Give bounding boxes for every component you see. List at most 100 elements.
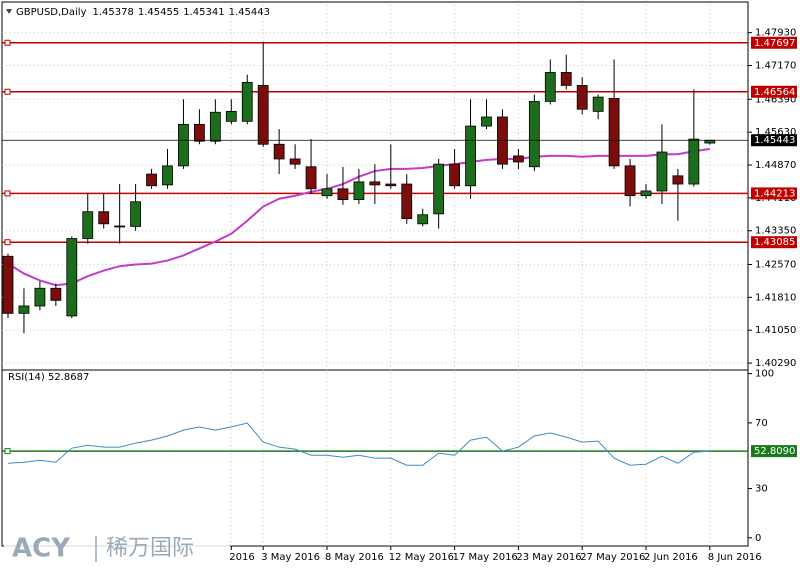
y-tick-label: 1.43350 — [755, 226, 796, 237]
candle-body — [624, 165, 636, 197]
candle-body — [640, 190, 652, 197]
candle-body — [688, 138, 700, 185]
rsi-tick-label: 100 — [755, 369, 774, 380]
rsi-level-marker — [4, 448, 11, 455]
candle-body — [592, 96, 604, 112]
candle-body — [353, 181, 365, 201]
rsi-level-bg — [751, 445, 797, 458]
candle-body — [401, 183, 413, 220]
candle-body — [305, 166, 317, 190]
rsi-tick-label: 30 — [755, 484, 768, 495]
candle-body — [417, 214, 429, 225]
symbol: GBPUSD,Daily — [16, 7, 87, 18]
candle-body — [385, 183, 397, 187]
plot-layer: 1.479301.471701.463901.456301.448701.441… — [2, 5, 797, 563]
current-price-label: 1.45443 — [754, 135, 795, 146]
candle-body — [2, 255, 14, 314]
watermark-bg — [4, 528, 230, 570]
candle-body — [608, 98, 620, 167]
y-tick-label: 1.46390 — [755, 94, 796, 105]
candle-body — [178, 123, 189, 167]
rsi-tick-label: 70 — [755, 418, 768, 429]
level-marker — [4, 239, 11, 246]
candle-body — [34, 287, 46, 307]
candle-body — [162, 165, 173, 186]
candle-body — [656, 151, 668, 192]
close-value: 1.45443 — [229, 7, 270, 18]
candle-body — [481, 116, 492, 127]
candle-body — [289, 158, 301, 165]
candle-body — [513, 155, 524, 163]
candle-body — [209, 111, 221, 142]
level-label-bg — [751, 236, 797, 249]
x-tick-label: 2016 — [229, 552, 254, 563]
watermark-brand: ACY — [12, 534, 71, 564]
rsi-tick-label: 0 — [755, 533, 761, 544]
x-tick-label: 12 May 2016 — [389, 552, 454, 563]
candle-body — [672, 175, 684, 185]
candle-body — [146, 173, 157, 187]
candle-body — [321, 188, 333, 197]
candle-body — [257, 85, 269, 145]
candle-body — [369, 181, 381, 186]
level-label-bg — [751, 187, 797, 200]
header-icon — [6, 9, 12, 14]
x-tick-label: 17 May 2016 — [453, 552, 518, 563]
level-label: 1.43085 — [754, 237, 795, 248]
candle-body — [193, 123, 205, 142]
current-price-bg — [751, 134, 797, 147]
rsi-line — [7, 422, 710, 466]
high-value: 1.45455 — [138, 7, 179, 18]
x-tick-label: 3 May 2016 — [261, 552, 320, 563]
level-marker — [4, 39, 11, 46]
candle-body — [337, 188, 349, 201]
y-tick-label: 1.44870 — [755, 160, 796, 171]
y-tick-label: 1.42570 — [755, 259, 796, 270]
plot-frame — [1, 1, 749, 547]
candle-body — [560, 72, 572, 86]
candle-body — [50, 287, 62, 301]
candle-body — [130, 201, 142, 227]
candle-body — [449, 163, 461, 187]
level-label: 1.44213 — [754, 188, 795, 199]
candle-body — [704, 139, 716, 144]
candle-body — [465, 125, 476, 187]
candle-body — [528, 101, 540, 168]
level-marker — [4, 88, 11, 95]
level-label-bg — [751, 85, 797, 98]
candle-body — [273, 143, 285, 160]
candle-body — [225, 110, 237, 122]
x-tick-label: 8 Jun 2016 — [708, 552, 762, 563]
candle-body — [241, 82, 253, 122]
level-label: 1.46564 — [754, 87, 795, 98]
y-tick-label: 1.47930 — [755, 28, 796, 39]
low-value: 1.45341 — [183, 7, 224, 18]
level-marker — [4, 190, 11, 197]
x-tick-label: 27 May 2016 — [580, 552, 645, 563]
candle-body — [576, 85, 588, 110]
x-tick-label: 8 May 2016 — [325, 552, 384, 563]
candle-body — [114, 225, 126, 228]
level-label: 1.47697 — [754, 38, 795, 49]
watermark-name: 稀万国际 — [106, 536, 194, 561]
y-tick-label: 1.41050 — [755, 325, 796, 336]
level-label-bg — [751, 36, 797, 49]
x-tick-label: 23 May 2016 — [516, 552, 581, 563]
candle-body — [82, 211, 94, 239]
candle-body — [98, 211, 110, 225]
rsi-level-label: 52.8090 — [754, 446, 795, 457]
y-tick-label: 1.40290 — [755, 358, 796, 369]
candle-body — [66, 238, 78, 317]
x-tick-label: 2 Jun 2016 — [644, 552, 698, 563]
y-tick-label: 1.41810 — [755, 292, 796, 303]
candle-body — [433, 163, 445, 215]
open-value: 1.45378 — [93, 7, 134, 18]
rsi-label: RSI(14) 52.8687 — [8, 372, 89, 383]
header: GBPUSD,Daily 1.45378 1.45455 1.45341 1.45443 — [16, 7, 270, 18]
y-tick-label: 1.47170 — [755, 61, 796, 72]
candle-body — [544, 72, 556, 102]
y-tick-label: 1.45630 — [755, 127, 796, 138]
candle-body — [18, 305, 30, 314]
